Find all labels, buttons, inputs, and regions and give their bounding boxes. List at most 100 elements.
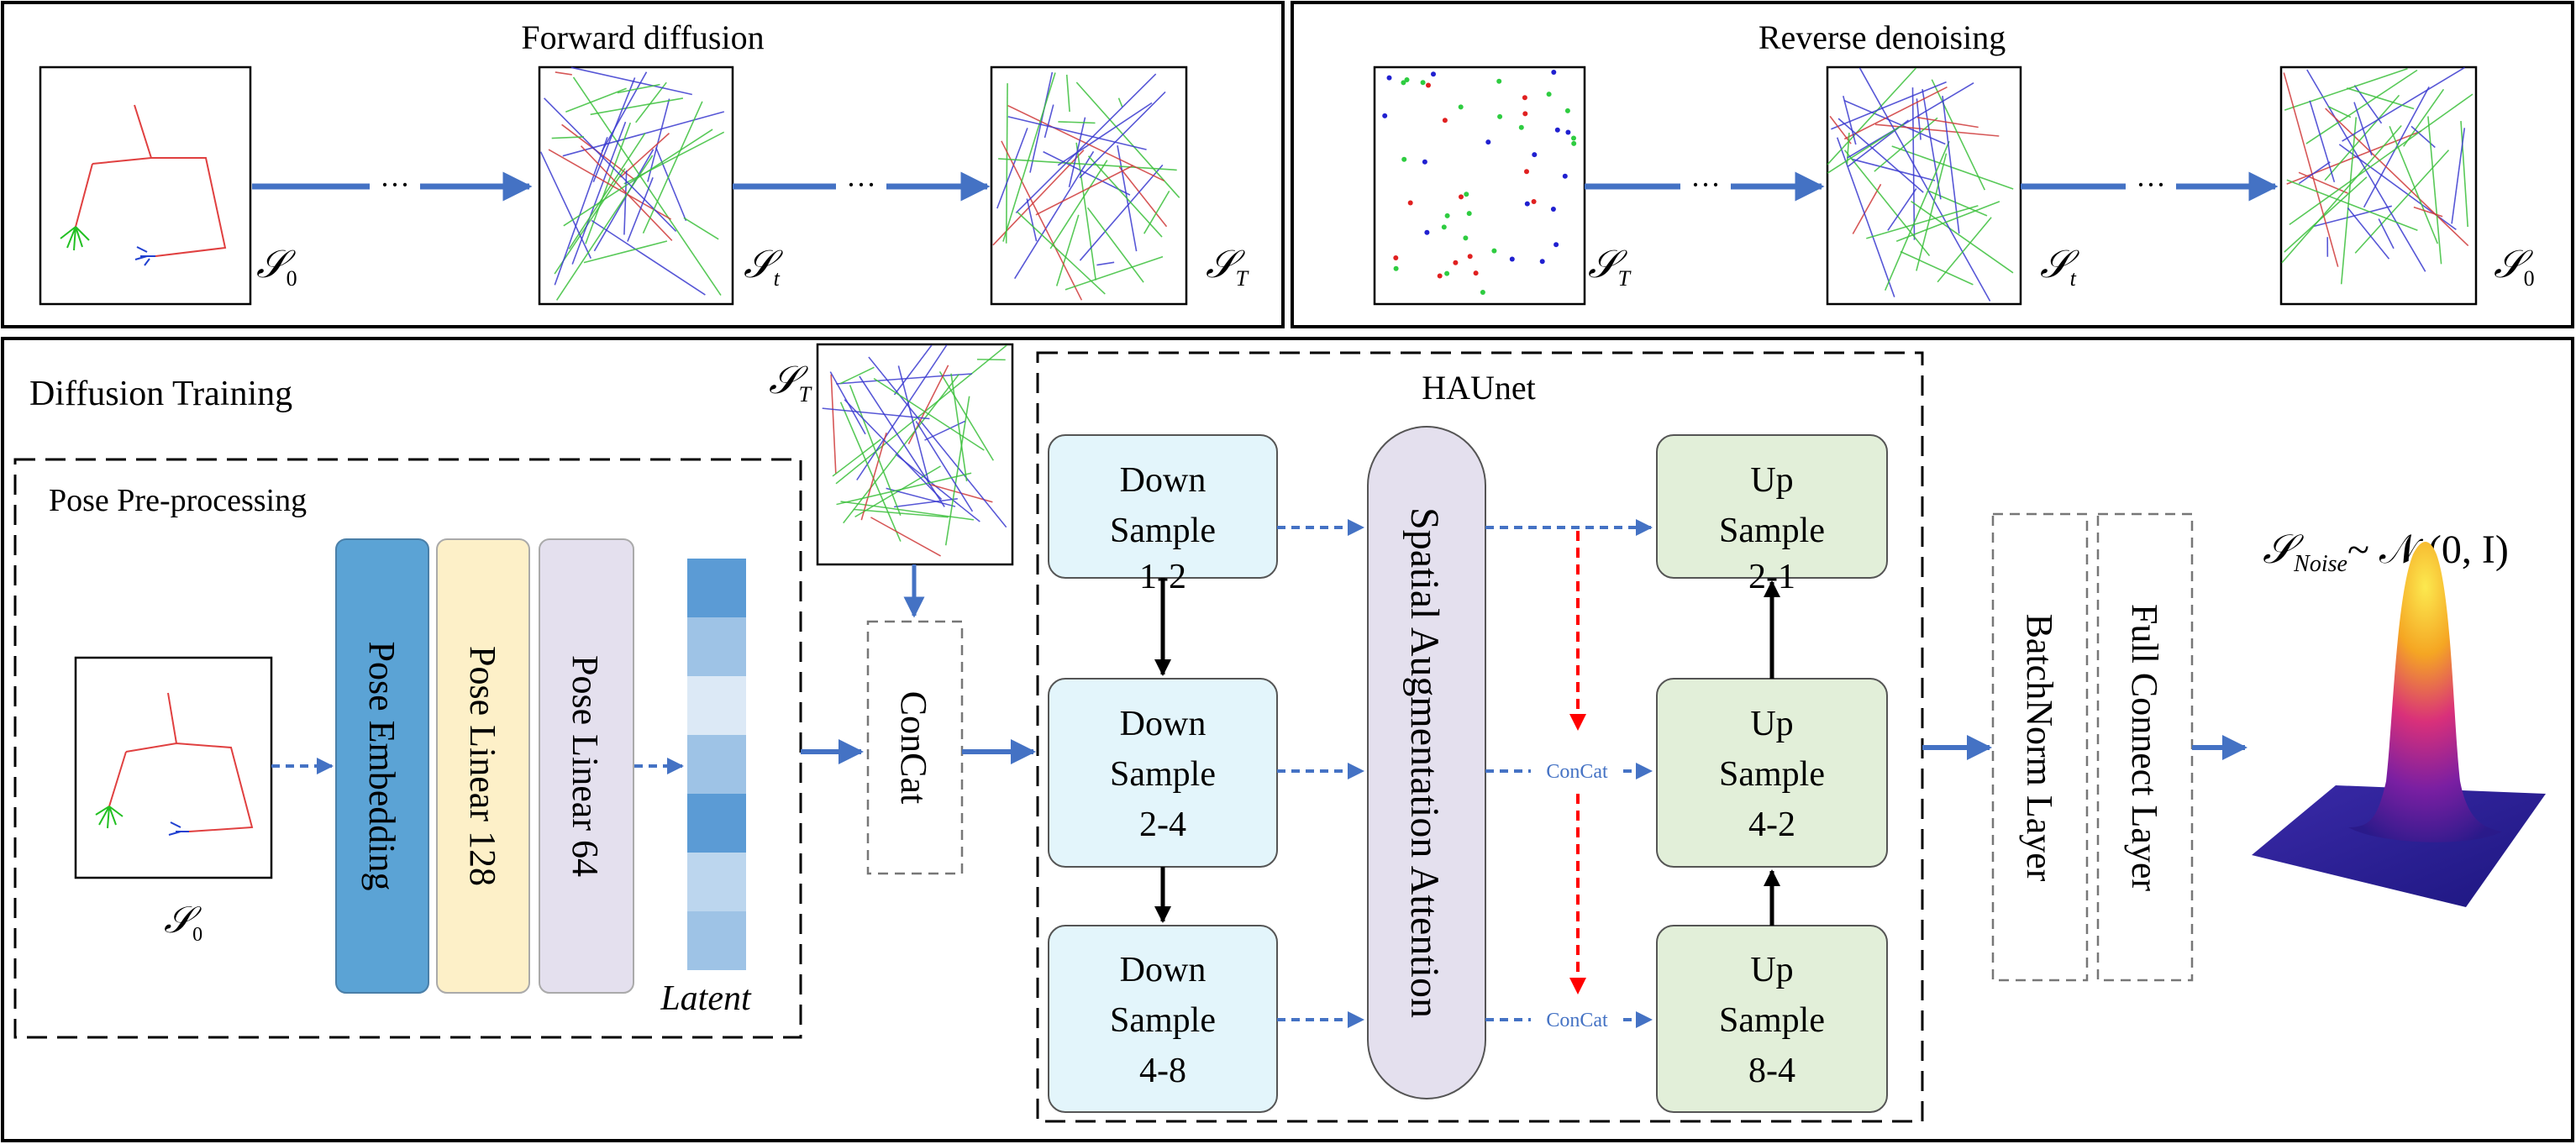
noise-line (1075, 142, 1096, 281)
pose-frame-st-forward (538, 66, 734, 306)
noise-line (849, 385, 902, 517)
noise-line (1843, 95, 1857, 145)
reverse-denoising-panel: Reverse denoising 𝒮T ··· 𝒮t ··· 𝒮0 (1291, 1, 2574, 328)
noise-line (2284, 68, 2408, 111)
noise-line (1843, 86, 1948, 140)
noise-point (1571, 135, 1576, 141)
noise-line (2347, 207, 2390, 260)
noise-line (1096, 261, 1115, 266)
pose-frame-s0 (39, 66, 252, 306)
noise-line (1044, 104, 1054, 139)
pose-linear-64-block: Pose Linear 64 (539, 538, 634, 994)
noise-line (1911, 200, 2014, 274)
noise-line (551, 136, 585, 139)
noise-point (1444, 213, 1450, 218)
noise-line (1827, 123, 1905, 174)
symbol-s0-forward: 𝒮0 (256, 243, 297, 291)
noise-line (619, 133, 670, 178)
down-3-line2: Sample (1110, 1001, 1216, 1040)
noise-point (1431, 71, 1436, 77)
noise-line (1086, 207, 1144, 283)
noise-line (853, 508, 949, 518)
up-3-line1: Up (1750, 951, 1793, 989)
noise-line (1007, 116, 1147, 150)
noise-line (562, 111, 725, 157)
noise-line (2451, 128, 2466, 224)
noise-line (2353, 102, 2373, 156)
haunet-title: HAUnet (1422, 369, 1536, 407)
down-2-line2: Sample (1110, 755, 1216, 794)
noise-line (2284, 176, 2368, 253)
noise-line (897, 365, 930, 485)
noise-point (1459, 194, 1464, 200)
noise-line (870, 517, 942, 557)
noise-point (1496, 78, 1502, 84)
noise-line (568, 133, 646, 249)
symbol-sT-forward: 𝒮T (1206, 243, 1249, 291)
noise-line (555, 155, 654, 301)
up-2-line1: Up (1750, 705, 1793, 743)
noise-lines (539, 66, 725, 301)
noise-point (1424, 229, 1430, 235)
noise-line (886, 487, 956, 507)
noise-line (1931, 79, 1986, 191)
noise-line (563, 129, 713, 227)
pose-frame-sT-forward (990, 66, 1188, 306)
noise-point (1531, 199, 1537, 204)
pose-embedding-label: Pose Embedding (361, 642, 402, 891)
concat-block: ConCat (866, 620, 964, 875)
noise-line (1874, 117, 1938, 172)
noise-distribution-label: 𝒮Noise~ 𝒩 (0, I) (2263, 527, 2509, 577)
noise-line (539, 151, 592, 259)
noise-line (647, 98, 670, 182)
down-3-line1: Down (1120, 951, 1207, 989)
noise-point (1532, 152, 1538, 158)
noise-line (2413, 206, 2443, 218)
noise-line (996, 128, 1028, 209)
noise-point (1522, 111, 1528, 117)
pose-frame-s0-reverse (2279, 66, 2478, 306)
diffusion-training-title: Diffusion Training (29, 375, 292, 413)
ellipsis-reverse-1: ··· (1690, 168, 1721, 202)
noise-line (571, 121, 627, 265)
haunet-box (1036, 351, 1924, 1123)
noise-point (1564, 108, 1570, 113)
up-2-line3: 4-2 (1748, 806, 1795, 844)
gaussian-noise-surface (2252, 542, 2546, 907)
up-sample-4-2-block: Up Sample 4-2 (1656, 678, 1888, 868)
noise-line (860, 432, 887, 521)
noise-line (590, 97, 684, 116)
noise-point (1464, 192, 1469, 197)
down-1-line2: Sample (1110, 512, 1216, 550)
noise-line (2286, 179, 2418, 231)
symbol-st-forward: 𝒮t (744, 243, 783, 291)
noise-line (2460, 121, 2468, 228)
noise-point (1546, 92, 1552, 97)
noise-line (835, 344, 1007, 485)
noise-line (915, 421, 974, 512)
noise-line (1829, 115, 1852, 144)
noise-point (1571, 140, 1577, 146)
noise-line (1014, 150, 1095, 280)
noise-line (836, 472, 972, 506)
batchnorm-layer-block: BatchNorm Layer (1991, 512, 2089, 982)
concat-small-label-1: ConCat (1546, 761, 1608, 783)
reverse-denoising-title: Reverse denoising (1759, 18, 2006, 56)
noise-point (1473, 270, 1479, 276)
noise-line (565, 87, 627, 113)
noise-lines (2281, 66, 2473, 285)
noise-line (655, 147, 687, 222)
noise-line (2346, 87, 2415, 110)
noise-line (2298, 171, 2348, 194)
noise-point (1426, 82, 1431, 88)
noise-line (1049, 160, 1108, 249)
noise-point (1458, 104, 1464, 110)
down-sample-2-4-block: Down Sample 2-4 (1048, 678, 1278, 868)
spatial-augmentation-attention-block: Spatial Augmentation Attention (1367, 426, 1486, 1099)
noise-line (1843, 150, 1931, 257)
noise-line (944, 396, 970, 546)
noise-line (2286, 130, 2421, 185)
noise-line (2313, 205, 2393, 228)
noise-line (2305, 69, 2418, 144)
noise-line (1002, 72, 1056, 242)
